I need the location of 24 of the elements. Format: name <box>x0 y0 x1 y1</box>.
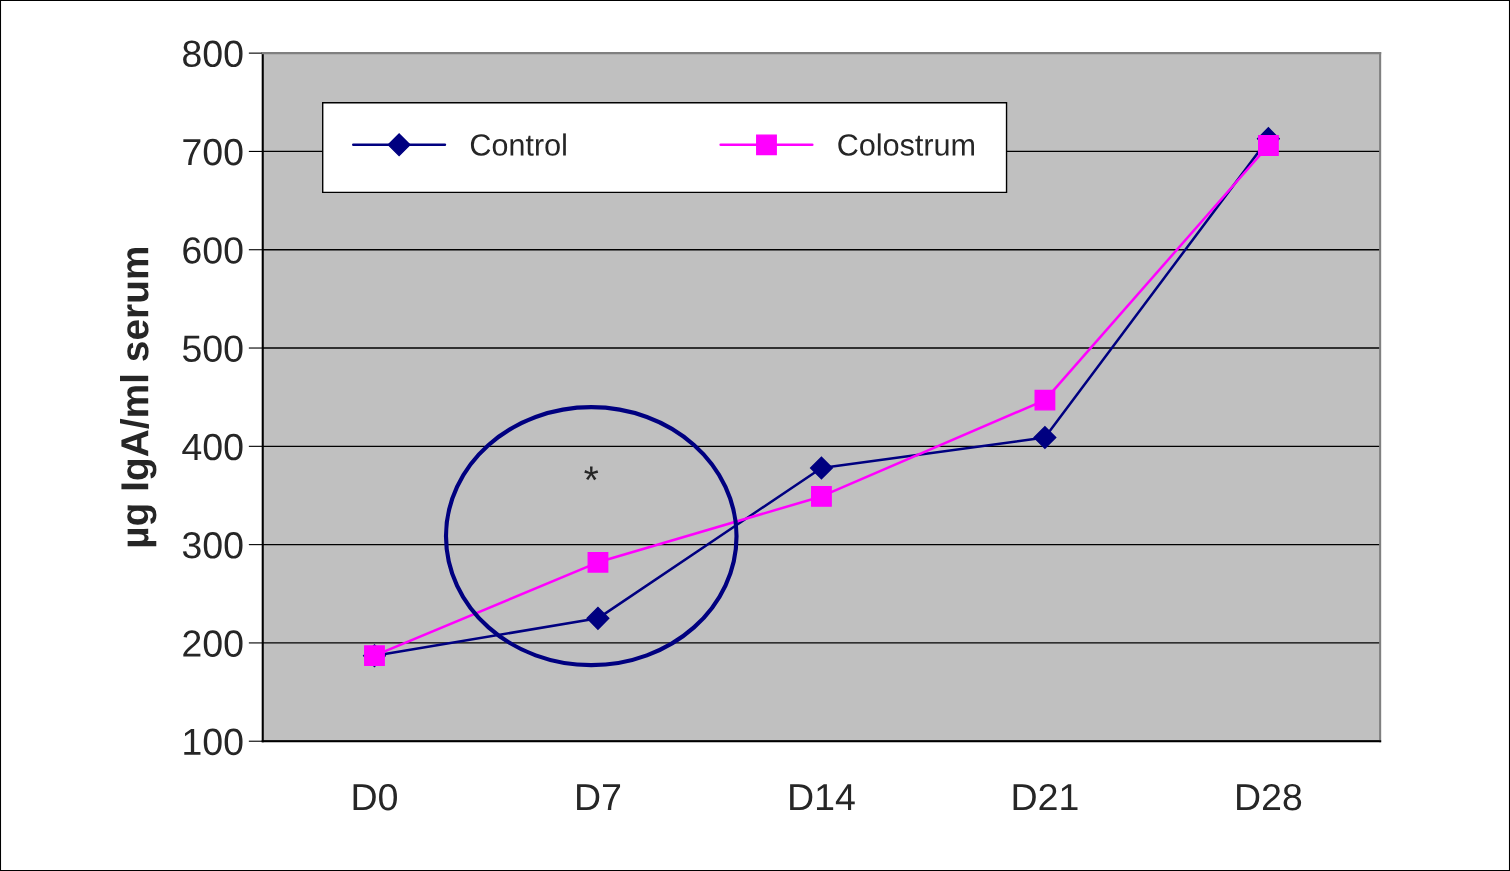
y-tick-label: 300 <box>182 532 243 559</box>
x-tick-label: D14 <box>790 784 855 811</box>
annotation: * <box>584 466 599 481</box>
point <box>586 606 610 630</box>
point <box>811 486 832 507</box>
y-tick-label: 100 <box>184 728 243 756</box>
y-axis-title: µg IgA/ml serum <box>120 247 157 547</box>
x-tick-label: D28 <box>1237 783 1302 811</box>
point <box>1033 425 1057 449</box>
point <box>1034 389 1056 411</box>
y-tick-label: 400 <box>182 433 243 461</box>
y-tick-label: 200 <box>183 630 243 657</box>
point <box>809 456 833 480</box>
x-tick-label: D21 <box>1013 783 1078 811</box>
y-tick-label: 700 <box>183 138 243 166</box>
legend-label: Colostrum <box>838 133 974 156</box>
legend-label: Control <box>470 133 566 156</box>
x-tick-label: D7 <box>577 784 621 811</box>
y-tick-label: 600 <box>183 237 243 264</box>
point <box>587 551 609 573</box>
y-tick-label: 800 <box>183 40 243 68</box>
y-tick-label: 500 <box>182 335 243 362</box>
x-tick-label: D0 <box>353 783 397 811</box>
point <box>1257 135 1279 156</box>
